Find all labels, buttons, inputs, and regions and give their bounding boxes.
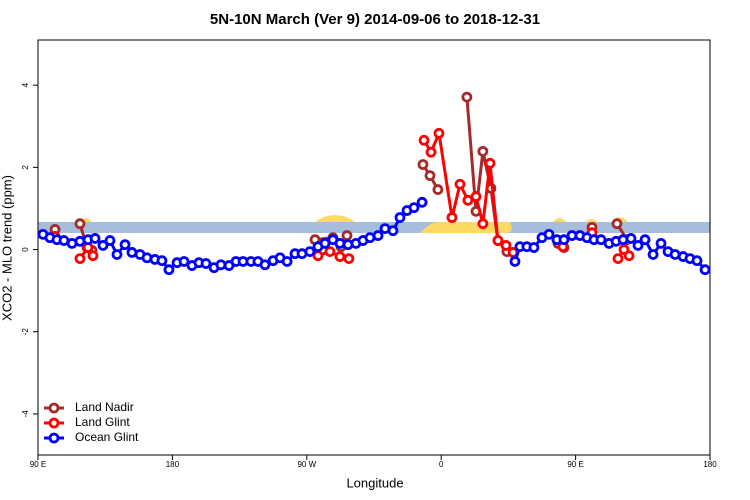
data-point	[259, 259, 271, 271]
data-point	[699, 264, 711, 276]
y-tick-label: -2	[21, 328, 30, 336]
data-point	[492, 235, 504, 246]
data-point	[304, 246, 316, 258]
data-point	[394, 212, 406, 223]
data-point	[432, 184, 444, 195]
data-point	[477, 218, 489, 230]
y-tick-label: -4	[21, 410, 30, 418]
data-point	[595, 234, 607, 246]
plot-frame	[37, 39, 711, 456]
x-tick-label: 90 W	[297, 460, 316, 469]
data-point	[424, 170, 436, 181]
data-point	[543, 228, 555, 240]
data-point	[119, 239, 131, 251]
data-point	[97, 240, 109, 251]
data-point	[446, 212, 458, 223]
data-point	[655, 237, 667, 249]
data-point	[334, 251, 346, 262]
legend-label: Land Glint	[75, 415, 130, 429]
data-point	[408, 202, 420, 214]
y-tick-label: 0	[21, 247, 30, 252]
legend-swatch-marker	[48, 417, 60, 429]
chart-title: 5N-10N March (Ver 9) 2014-09-06 to 2018-…	[210, 11, 540, 28]
data-point	[200, 258, 212, 269]
y-tick-label: 4	[21, 82, 30, 87]
data-point	[343, 253, 355, 264]
data-point	[509, 256, 521, 267]
data-point	[632, 240, 644, 251]
land-mask	[80, 215, 628, 233]
data-point	[111, 249, 123, 260]
x-tick-label: 90 E	[567, 460, 583, 469]
data-point	[417, 159, 429, 170]
data-point	[558, 234, 570, 246]
data-point	[163, 264, 175, 276]
data-point	[639, 234, 651, 246]
data-point	[500, 240, 512, 251]
data-point	[281, 256, 293, 267]
data-point	[312, 250, 324, 262]
data-point	[372, 230, 384, 241]
data-point	[470, 191, 482, 202]
data-point	[647, 249, 659, 260]
data-point	[418, 134, 430, 146]
data-point	[89, 233, 101, 244]
y-axis-label: XCO2 - MLO trend (ppm)	[0, 175, 14, 321]
x-tick-label: 180	[703, 460, 717, 469]
data-point	[477, 145, 489, 157]
data-point	[425, 146, 437, 158]
data-point	[611, 218, 623, 230]
data-point	[104, 235, 116, 246]
x-tick-label: 90 E	[30, 460, 46, 469]
data-point	[528, 242, 540, 253]
legend-label: Land Nadir	[75, 400, 134, 414]
land-ocean-band	[38, 222, 710, 233]
x-axis-label: Longitude	[346, 475, 403, 490]
y-tick-label: 2	[21, 165, 30, 170]
data-point	[387, 225, 399, 237]
data-point	[156, 255, 168, 267]
data-point	[178, 256, 190, 267]
legend-swatch-marker	[48, 432, 60, 444]
data-point	[324, 246, 336, 258]
data-point	[625, 233, 637, 244]
data-point	[74, 253, 86, 264]
data-point	[433, 127, 445, 139]
legend-swatch-marker	[48, 402, 60, 414]
x-tick-label: 180	[166, 460, 180, 469]
data-point	[334, 237, 346, 249]
x-tick-label: 0	[439, 460, 444, 469]
data-point	[461, 91, 473, 103]
data-point	[691, 255, 703, 267]
data-point	[416, 196, 428, 208]
data-point	[454, 178, 466, 190]
data-point	[462, 194, 474, 206]
data-point	[74, 218, 86, 230]
data-point	[484, 157, 496, 169]
legend-label: Ocean Glint	[75, 430, 139, 444]
data-point	[87, 250, 99, 262]
data-point	[623, 250, 635, 262]
data-point	[612, 253, 624, 264]
data-point	[341, 230, 353, 241]
